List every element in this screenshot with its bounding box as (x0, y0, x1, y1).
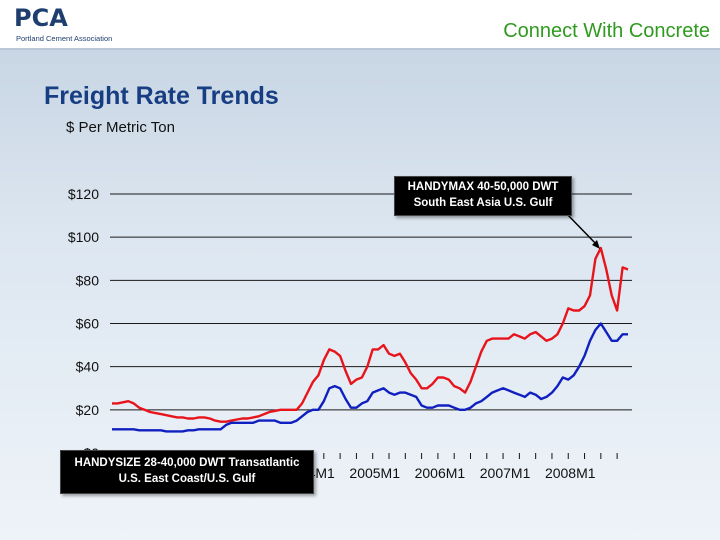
y-tick-label: $100 (68, 229, 99, 245)
handysize-callout-line1: HANDYSIZE 28-40,000 DWT Transatlantic (74, 457, 300, 469)
handymax-callout: HANDYMAX 40-50,000 DWT South East Asia U… (394, 176, 572, 216)
handymax-pointer-line (564, 211, 599, 247)
x-tick-label: 2008M1 (545, 465, 596, 481)
x-tick-label: 2006M1 (415, 465, 466, 481)
logo-subtext: Portland Cement Association (16, 34, 113, 43)
series-line-handymax (112, 246, 629, 423)
tagline: Connect With Concrete (503, 20, 710, 42)
handymax-pointer-arrow (592, 240, 600, 249)
logo-mark: PCA (14, 4, 68, 32)
pointer-layer (284, 211, 600, 471)
x-tick-label: 2007M1 (480, 465, 531, 481)
handymax-callout-line1: HANDYMAX 40-50,000 DWT (407, 181, 559, 193)
x-tick-label: 2005M1 (349, 465, 400, 481)
series-line-handysize (112, 322, 628, 433)
slide-title: Freight Rate Trends (44, 82, 279, 110)
chart-subtitle: $ Per Metric Ton (66, 119, 175, 136)
slide-header: PCA Portland Cement Association Connect … (0, 0, 720, 50)
pca-logo: PCA Portland Cement Association (14, 4, 124, 44)
handymax-callout-line2: South East Asia U.S. Gulf (413, 197, 553, 209)
y-tick-label: $60 (76, 316, 100, 332)
y-tick-label: $20 (76, 402, 100, 418)
y-tick-label: $120 (68, 186, 99, 202)
grid-layer: $0$20$40$60$80$100$120 (68, 186, 632, 461)
handysize-callout: HANDYSIZE 28-40,000 DWT Transatlantic U.… (60, 450, 314, 494)
y-tick-label: $80 (76, 272, 100, 288)
handysize-callout-line2: U.S. East Coast/U.S. Gulf (118, 473, 256, 485)
series-layer (112, 246, 629, 433)
y-tick-label: $40 (76, 359, 100, 375)
